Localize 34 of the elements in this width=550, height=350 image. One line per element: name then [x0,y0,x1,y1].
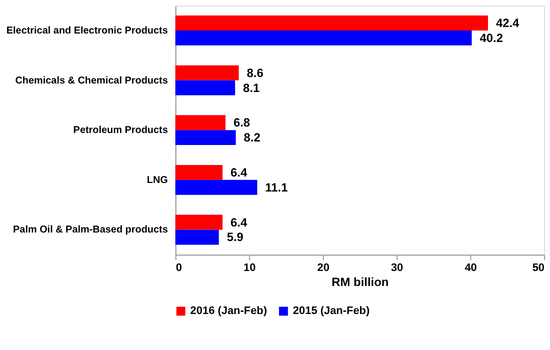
data-label: 8.1 [243,80,260,95]
data-label: 42.4 [496,16,520,30]
x-tick-label: 40 [464,262,477,274]
y-tick-label: Chemicals & Chemical Products [15,75,168,86]
data-label: 11.1 [265,180,288,194]
data-label: 6.4 [230,165,248,180]
bar [175,130,236,146]
data-label: 6.8 [233,116,250,130]
x-tick-label: 30 [390,262,404,274]
x-tick-label: 0 [176,262,182,274]
bar [175,180,258,195]
data-label: 8.6 [246,66,264,80]
x-tick-label: 20 [317,262,330,274]
y-tick-label: LNG [146,174,168,186]
bar [175,16,488,30]
x-tick-label: 50 [532,262,545,274]
bar [175,164,223,180]
y-tick-label: Petroleum Products [73,125,168,136]
y-tick-label: Electrical and Electronic Products [6,25,168,36]
bar [175,65,239,80]
legend-label: 2015 (Jan-Feb) [292,305,370,318]
data-label: 40.2 [480,30,504,45]
y-tick-label: Palm Oil & Palm-Based products [13,224,168,236]
bar [175,80,236,96]
bar [175,115,226,130]
bar [175,214,223,230]
x-tick-label: 10 [244,262,256,274]
data-label: 6.4 [230,215,248,230]
bar [175,30,472,46]
data-label: 5.9 [226,230,244,244]
data-label: 8.2 [244,130,261,145]
x-axis-title: RM billion [332,275,389,290]
bar [175,230,219,245]
legend-label: 2016 (Jan-Feb) [190,305,268,318]
